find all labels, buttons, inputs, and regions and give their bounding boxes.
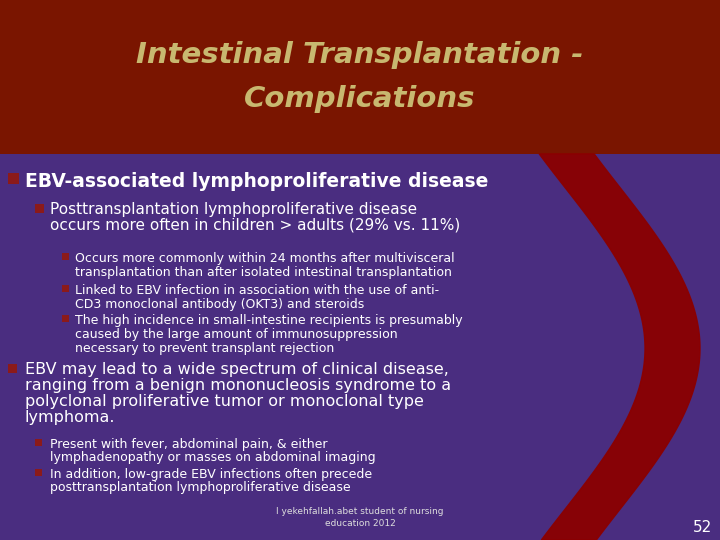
Text: l yekehfallah.abet student of nursing: l yekehfallah.abet student of nursing: [276, 508, 444, 516]
Text: Complications: Complications: [244, 85, 476, 113]
Text: CD3 monoclonal antibody (OKT3) and steroids: CD3 monoclonal antibody (OKT3) and stero…: [75, 298, 364, 311]
Text: posttransplantation lymphoproliferative disease: posttransplantation lymphoproliferative …: [50, 481, 351, 494]
Bar: [62, 253, 69, 260]
Bar: [62, 315, 69, 322]
Text: 52: 52: [693, 521, 713, 536]
Text: education 2012: education 2012: [325, 518, 395, 528]
Text: Present with fever, abdominal pain, & either: Present with fever, abdominal pain, & ei…: [50, 438, 328, 451]
Text: Occurs more commonly within 24 months after multivisceral: Occurs more commonly within 24 months af…: [75, 252, 454, 265]
Text: lymphoma.: lymphoma.: [25, 410, 115, 425]
Text: caused by the large amount of immunosuppression: caused by the large amount of immunosupp…: [75, 328, 397, 341]
Bar: [35, 205, 44, 213]
Text: EBV-associated lymphoproliferative disease: EBV-associated lymphoproliferative disea…: [25, 172, 488, 191]
Text: The high incidence in small-intestine recipients is presumably: The high incidence in small-intestine re…: [75, 314, 463, 327]
Text: necessary to prevent transplant rejection: necessary to prevent transplant rejectio…: [75, 342, 334, 355]
Text: lymphadenopathy or masses on abdominal imaging: lymphadenopathy or masses on abdominal i…: [50, 451, 376, 464]
Text: EBV may lead to a wide spectrum of clinical disease,: EBV may lead to a wide spectrum of clini…: [25, 362, 449, 377]
Bar: [8, 173, 19, 184]
Bar: [35, 440, 42, 447]
Polygon shape: [539, 154, 700, 540]
Bar: [0, 0, 720, 154]
Bar: [35, 469, 42, 476]
Text: ranging from a benign mononucleosis syndrome to a: ranging from a benign mononucleosis synd…: [25, 378, 451, 393]
Text: Intestinal Transplantation -: Intestinal Transplantation -: [136, 41, 584, 69]
Text: In addition, low-grade EBV infections often precede: In addition, low-grade EBV infections of…: [50, 468, 372, 481]
Text: polyclonal proliferative tumor or monoclonal type: polyclonal proliferative tumor or monocl…: [25, 394, 424, 409]
Text: transplantation than after isolated intestinal transplantation: transplantation than after isolated inte…: [75, 266, 452, 279]
Bar: [62, 286, 69, 292]
Text: Posttransplantation lymphoproliferative disease: Posttransplantation lymphoproliferative …: [50, 202, 417, 217]
Text: occurs more often in children > adults (29% vs. 11%): occurs more often in children > adults (…: [50, 218, 460, 233]
Bar: [8, 364, 17, 373]
Text: Linked to EBV infection in association with the use of anti-: Linked to EBV infection in association w…: [75, 284, 439, 297]
